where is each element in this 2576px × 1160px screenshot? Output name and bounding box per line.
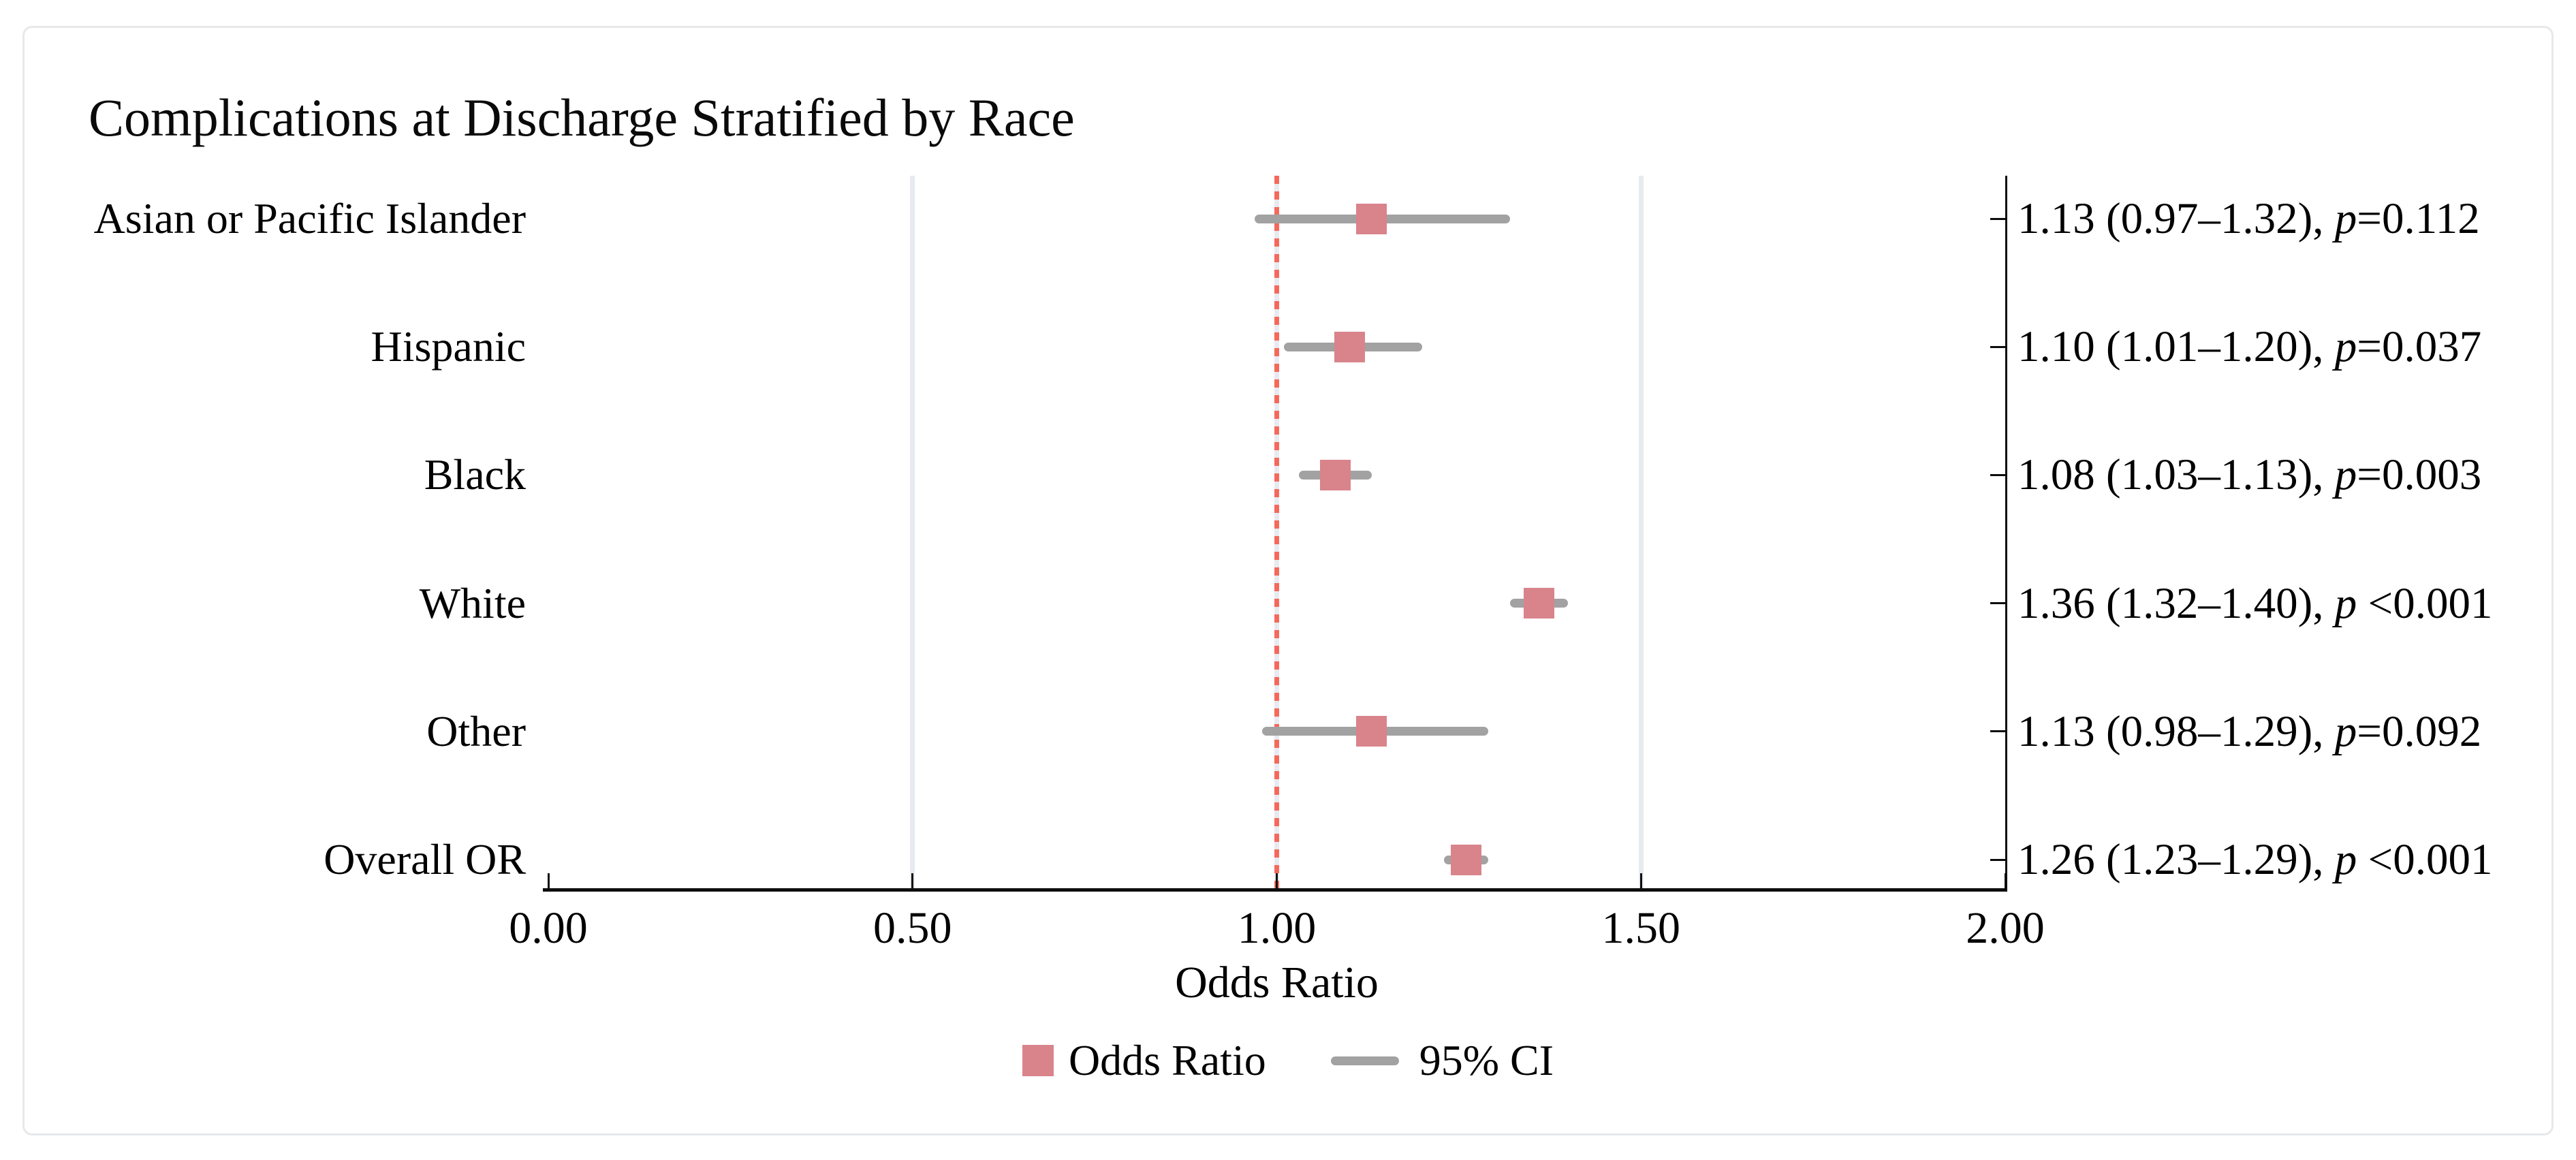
gridline [1638, 176, 1644, 888]
row-tick [1990, 858, 2005, 861]
right-axis-line [2005, 176, 2007, 892]
or-marker [1356, 203, 1387, 234]
legend-ci-swatch [1330, 1056, 1399, 1065]
legend: Odds Ratio 95% CI [0, 1035, 2576, 1086]
gridline [910, 176, 915, 888]
row-label: Other [426, 706, 526, 755]
x-tick [1276, 873, 1278, 888]
x-tick-label: 1.00 [1237, 903, 1317, 953]
x-tick-label: 0.00 [509, 903, 588, 953]
x-axis-title: Odds Ratio [1175, 958, 1379, 1007]
annotation-p-value: =0.092 [2357, 706, 2482, 756]
annotation-or-ci: 1.36 (1.32–1.40), [2017, 578, 2335, 628]
x-tick-label: 1.50 [1601, 903, 1681, 953]
annotation-p-value: =0.112 [2357, 194, 2480, 243]
row-annotation: 1.13 (0.97–1.32), p=0.112 [2017, 188, 2480, 249]
row-label: White [419, 578, 526, 627]
annotation-p-symbol: p [2334, 194, 2357, 243]
row-annotation: 1.36 (1.32–1.40), p <0.001 [2017, 573, 2492, 634]
annotation-p-symbol: p [2334, 450, 2357, 500]
row-tick [1990, 217, 2005, 220]
x-tick-label: 0.50 [873, 903, 952, 953]
x-tick-label: 2.00 [1966, 903, 2045, 953]
x-tick [1639, 873, 1642, 888]
or-marker [1319, 459, 1351, 490]
legend-odds-ratio-label: Odds Ratio [1068, 1036, 1266, 1084]
figure-border [22, 26, 2554, 1135]
row-tick [1990, 602, 2005, 605]
or-marker [1356, 716, 1387, 747]
x-tick [2004, 873, 2007, 888]
row-annotation: 1.10 (1.01–1.20), p=0.037 [2017, 316, 2481, 377]
annotation-or-ci: 1.08 (1.03–1.13), [2017, 450, 2335, 500]
row-annotation: 1.08 (1.03–1.13), p=0.003 [2017, 444, 2481, 505]
reference-line [1274, 176, 1279, 888]
annotation-p-symbol: p [2334, 322, 2357, 372]
annotation-p-symbol: p [2334, 706, 2357, 756]
annotation-or-ci: 1.10 (1.01–1.20), [2017, 322, 2335, 372]
row-tick [1990, 473, 2005, 476]
row-label: Black [424, 450, 526, 499]
legend-odds-ratio-swatch [1022, 1045, 1054, 1076]
legend-ci-label: 95% CI [1419, 1036, 1554, 1084]
x-tick [547, 873, 550, 888]
annotation-p-value: =0.003 [2357, 450, 2482, 500]
row-tick [1990, 730, 2005, 733]
annotation-p-value: <0.001 [2357, 835, 2493, 884]
annotation-p-symbol: p [2334, 578, 2357, 628]
annotation-p-value: =0.037 [2357, 322, 2482, 372]
page-title: Complications at Discharge Stratified by… [89, 88, 1075, 147]
annotation-or-ci: 1.13 (0.98–1.29), [2017, 706, 2335, 756]
row-label: Overall OR [324, 835, 526, 883]
annotation-p-value: <0.001 [2357, 578, 2493, 628]
x-tick [911, 873, 914, 888]
or-marker [1524, 588, 1555, 619]
row-annotation: 1.13 (0.98–1.29), p=0.092 [2017, 701, 2481, 762]
annotation-p-symbol: p [2334, 835, 2357, 884]
row-tick [1990, 345, 2005, 348]
or-marker [1334, 331, 1365, 362]
annotation-or-ci: 1.13 (0.97–1.32), [2017, 194, 2335, 243]
row-annotation: 1.26 (1.23–1.29), p <0.001 [2017, 829, 2492, 890]
annotation-or-ci: 1.26 (1.23–1.29), [2017, 835, 2335, 884]
row-label: Hispanic [371, 322, 527, 371]
row-label: Asian or Pacific Islander [93, 194, 526, 242]
or-marker [1451, 844, 1482, 875]
x-axis-line [543, 888, 2007, 892]
